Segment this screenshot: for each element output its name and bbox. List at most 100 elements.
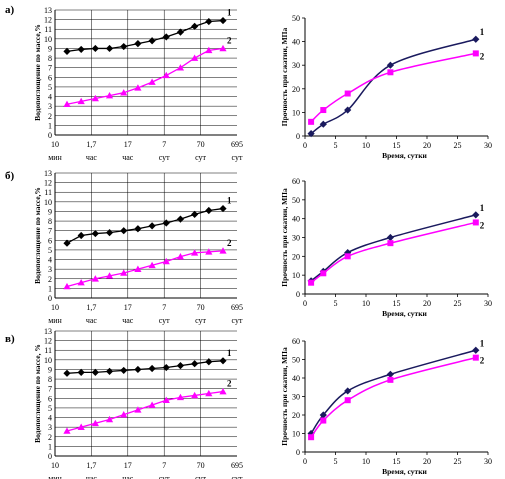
- x-tick-label: 7: [162, 303, 166, 312]
- data-point: [77, 368, 85, 376]
- x-tick-label: 70: [197, 303, 205, 312]
- x-tick-label: 10: [51, 140, 59, 149]
- x-tick-label: 15: [393, 141, 401, 150]
- data-point: [148, 222, 156, 230]
- x-tick-label: 10: [362, 141, 370, 150]
- series-label: 2: [227, 238, 232, 248]
- x-tick-unit: сут: [195, 474, 206, 479]
- x-tick-label: 30: [484, 457, 492, 466]
- x-tick-label: 25: [454, 299, 462, 308]
- series-label: 2: [227, 35, 232, 45]
- y-tick-label: 7: [48, 385, 52, 394]
- data-point: [91, 368, 99, 376]
- data-point: [77, 423, 85, 430]
- y-tick-label: 30: [292, 234, 300, 243]
- data-point: [91, 44, 99, 53]
- x-tick-label: 25: [454, 457, 462, 466]
- x-tick-label: 7: [162, 140, 166, 149]
- data-point: [91, 419, 99, 427]
- data-point: [205, 17, 213, 26]
- series-label: 1: [227, 348, 232, 358]
- y-tick-label: 10: [44, 35, 52, 44]
- y-tick-label: 50: [292, 356, 300, 365]
- y-tick-label: 13: [44, 6, 52, 15]
- y-tick-label: 0: [296, 132, 300, 141]
- data-point: [120, 269, 128, 276]
- x-tick-label: 1,7: [86, 140, 96, 149]
- y-tick-label: 2: [48, 275, 52, 284]
- data-point: [219, 357, 227, 365]
- y-tick-label: 13: [44, 327, 52, 336]
- x-tick-label: 695: [231, 140, 243, 149]
- series-line-1: [66, 207, 224, 244]
- data-point: [308, 434, 315, 441]
- data-point: [176, 28, 185, 36]
- x-tick-unit: час: [122, 316, 134, 325]
- y-tick-label: 12: [44, 16, 52, 25]
- x-tick-unit: сут: [195, 153, 206, 162]
- y-tick-label: 1: [48, 284, 52, 293]
- y-axis-label: Прочность при сжатии, МПа: [280, 188, 289, 287]
- y-tick-label: 8: [48, 375, 52, 384]
- panel-label: а): [5, 4, 15, 16]
- series-label: 1: [480, 27, 485, 37]
- y-tick-label: 9: [48, 207, 52, 216]
- y-tick-label: 10: [292, 430, 300, 439]
- series-label: 1: [480, 338, 485, 348]
- y-tick-label: 40: [292, 215, 300, 224]
- y-axis-label: Водопоглощение по массе,%: [33, 24, 42, 121]
- x-tick-label: 1,7: [86, 303, 96, 312]
- strength-chart-3: 0 10 20 30 40 50 60 0 5 10 15 20 25 30 Время, сутки Про…: [280, 337, 492, 476]
- series-line-2: [66, 390, 224, 432]
- data-point: [344, 387, 352, 395]
- data-point: [134, 406, 142, 413]
- data-point: [134, 40, 142, 48]
- data-point: [219, 16, 227, 25]
- data-point: [91, 229, 99, 238]
- data-point: [162, 33, 170, 41]
- data-point: [205, 206, 213, 215]
- x-tick-label: 7: [162, 461, 166, 470]
- panel-label: б): [5, 170, 15, 182]
- y-tick-label: 3: [48, 102, 52, 111]
- y-tick-label: 6: [48, 236, 52, 245]
- data-point: [120, 411, 128, 418]
- y-tick-label: 0: [296, 448, 300, 457]
- x-tick-label: 0: [303, 299, 307, 308]
- strength-chart-1: 0 10 20 30 40 50 0 5 10 15 20 25 30 Время, сутки Прочн…: [280, 14, 492, 160]
- x-tick-unit: сут: [232, 153, 243, 162]
- series-label: 1: [227, 8, 232, 18]
- data-point: [387, 376, 394, 383]
- data-point: [105, 229, 114, 237]
- series-label: 2: [480, 356, 485, 366]
- data-point: [191, 210, 199, 218]
- y-tick-label: 40: [292, 374, 300, 383]
- y-tick-label: 4: [48, 93, 52, 102]
- series-line-2: [66, 47, 224, 105]
- y-tick-label: 7: [48, 64, 52, 73]
- data-point: [307, 130, 315, 138]
- y-tick-label: 10: [292, 108, 300, 117]
- data-point: [63, 239, 71, 247]
- y-tick-label: 6: [48, 394, 52, 403]
- series-label: 2: [480, 51, 485, 61]
- data-point: [105, 91, 114, 99]
- data-point: [176, 64, 185, 71]
- y-tick-label: 13: [44, 169, 52, 178]
- data-point: [105, 44, 114, 53]
- y-tick-label: 60: [292, 177, 300, 186]
- x-axis-label: Время, сутки: [382, 467, 427, 476]
- water-absorption-chart-1: а)01234567891011121310мин1,7час17час7сут…: [5, 4, 243, 162]
- y-tick-label: 3: [48, 423, 52, 432]
- series-label: 1: [227, 196, 232, 206]
- data-point: [472, 35, 480, 43]
- x-tick-unit: час: [86, 474, 98, 479]
- x-tick-label: 17: [124, 303, 132, 312]
- data-point: [91, 94, 99, 102]
- y-tick-label: 12: [44, 337, 52, 346]
- x-tick-label: 695: [231, 461, 243, 470]
- data-point: [176, 393, 185, 401]
- x-tick-label: 20: [423, 141, 431, 150]
- series-line-1: [66, 360, 224, 374]
- data-point: [344, 397, 351, 404]
